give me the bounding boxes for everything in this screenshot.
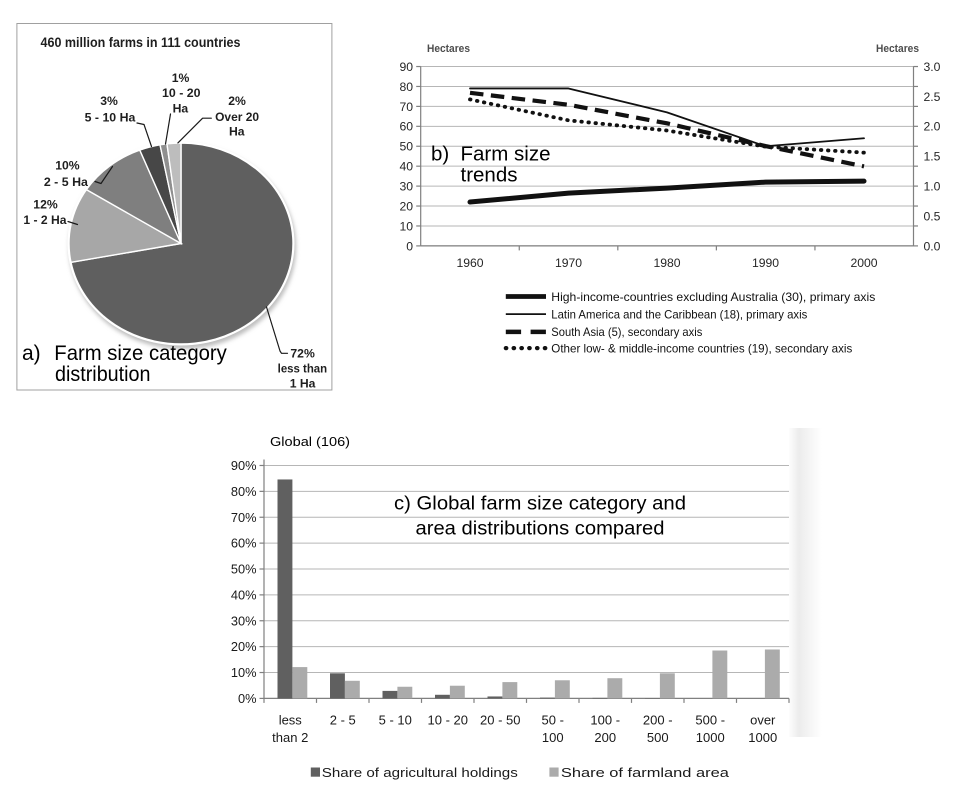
svg-text:Global (106): Global (106): [270, 434, 350, 449]
svg-text:0.5: 0.5: [924, 209, 941, 223]
svg-text:100: 100: [542, 730, 564, 745]
svg-text:Share of agricultural holdings: Share of agricultural holdings: [322, 765, 519, 780]
svg-text:60: 60: [399, 120, 413, 134]
svg-text:40: 40: [399, 160, 413, 174]
svg-text:72%: 72%: [290, 346, 315, 360]
svg-text:a): a): [22, 342, 41, 365]
svg-text:trends: trends: [461, 164, 518, 187]
svg-text:0: 0: [406, 239, 413, 253]
svg-text:50: 50: [399, 140, 413, 154]
svg-text:2%: 2%: [228, 94, 246, 108]
svg-text:High-income-countries excludin: High-income-countries excluding Australi…: [551, 290, 875, 304]
svg-text:100 -: 100 -: [590, 713, 620, 728]
svg-text:2000: 2000: [850, 256, 877, 270]
svg-text:70: 70: [399, 100, 413, 114]
svg-text:Ha: Ha: [229, 125, 245, 139]
svg-text:Other low- & middle-income cou: Other low- & middle-income countries (19…: [551, 341, 852, 355]
svg-text:2.0: 2.0: [924, 120, 941, 134]
svg-text:80%: 80%: [231, 484, 257, 499]
svg-text:1%: 1%: [172, 71, 190, 85]
svg-text:10: 10: [399, 219, 413, 233]
svg-text:40%: 40%: [231, 587, 257, 602]
svg-text:over: over: [750, 713, 776, 728]
svg-text:10%: 10%: [231, 665, 257, 680]
svg-text:3%: 3%: [100, 94, 118, 108]
svg-text:90%: 90%: [231, 458, 257, 473]
svg-text:1990: 1990: [752, 256, 779, 270]
svg-text:2.5: 2.5: [924, 90, 941, 104]
svg-text:1 Ha: 1 Ha: [290, 377, 316, 391]
svg-text:3.0: 3.0: [924, 60, 941, 74]
svg-text:10 - 20: 10 - 20: [162, 86, 201, 100]
svg-text:Latin America and the Caribbea: Latin America and the Caribbean (18), pr…: [551, 307, 807, 321]
svg-text:c) Global farm size category a: c) Global farm size category and: [394, 494, 686, 515]
svg-text:Over 20: Over 20: [215, 110, 259, 124]
svg-text:20%: 20%: [231, 639, 257, 654]
svg-text:1 - 2 Ha: 1 - 2 Ha: [23, 213, 66, 227]
svg-text:Farm size category: Farm size category: [54, 342, 227, 365]
svg-text:12%: 12%: [33, 197, 58, 211]
svg-text:50%: 50%: [231, 562, 257, 577]
svg-text:1980: 1980: [653, 256, 680, 270]
svg-text:500: 500: [647, 730, 669, 745]
svg-text:area distributions compared: area distributions compared: [416, 519, 665, 540]
svg-text:2 - 5: 2 - 5: [330, 713, 356, 728]
svg-text:1000: 1000: [696, 730, 725, 745]
svg-text:460 million farms in 111 count: 460 million farms in 111 countries: [41, 35, 241, 50]
svg-text:1.5: 1.5: [924, 150, 941, 164]
svg-text:2 - 5 Ha: 2 - 5 Ha: [44, 175, 88, 189]
svg-text:10%: 10%: [55, 158, 80, 172]
svg-text:20: 20: [399, 199, 413, 213]
svg-text:90: 90: [399, 60, 413, 74]
svg-text:5 - 10: 5 - 10: [379, 713, 412, 728]
svg-text:Share of farmland area: Share of farmland area: [561, 765, 730, 780]
svg-text:South Asia (5), secondary axis: South Asia (5), secondary axis: [551, 325, 702, 339]
svg-text:70%: 70%: [231, 510, 257, 525]
svg-text:less than: less than: [278, 362, 328, 376]
svg-text:80: 80: [399, 80, 413, 94]
svg-text:60%: 60%: [231, 536, 257, 551]
svg-text:distribution: distribution: [55, 363, 151, 386]
svg-text:Hectares: Hectares: [876, 43, 919, 55]
svg-text:1970: 1970: [555, 256, 582, 270]
svg-text:50 -: 50 -: [542, 713, 564, 728]
svg-text:less: less: [279, 713, 303, 728]
svg-text:Farm size: Farm size: [461, 143, 551, 166]
svg-text:30: 30: [399, 180, 413, 194]
svg-text:20 - 50: 20 - 50: [480, 713, 520, 728]
svg-text:b): b): [431, 143, 449, 166]
svg-text:1000: 1000: [748, 730, 777, 745]
svg-text:Hectares: Hectares: [427, 43, 470, 55]
svg-text:200: 200: [594, 730, 616, 745]
svg-text:1960: 1960: [456, 256, 483, 270]
svg-text:5 - 10 Ha: 5 - 10 Ha: [85, 111, 136, 125]
svg-text:1.0: 1.0: [924, 180, 941, 194]
svg-text:Ha: Ha: [173, 102, 189, 116]
svg-text:0%: 0%: [238, 691, 257, 706]
svg-text:than 2: than 2: [272, 730, 308, 745]
svg-text:10 - 20: 10 - 20: [428, 713, 468, 728]
svg-text:500 -: 500 -: [695, 713, 725, 728]
svg-text:30%: 30%: [231, 613, 257, 628]
svg-text:200 -: 200 -: [643, 713, 673, 728]
svg-text:0.0: 0.0: [924, 239, 941, 253]
